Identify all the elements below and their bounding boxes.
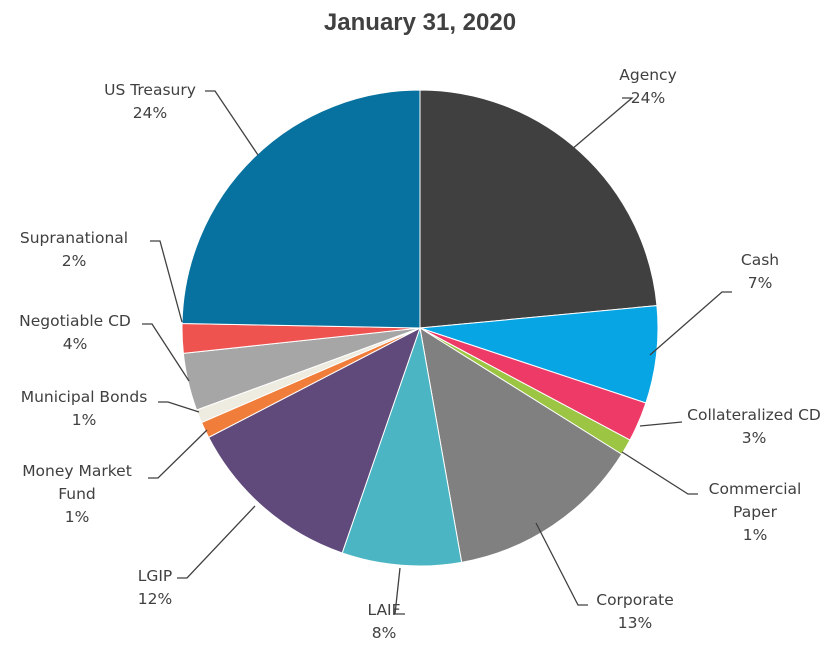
label-cash: Cash 7% bbox=[741, 251, 779, 292]
label-municipal-bonds: Municipal Bonds 1% bbox=[21, 388, 148, 429]
leader-collateralized-cd bbox=[639, 421, 683, 427]
leader-negotiable-cd bbox=[142, 323, 190, 382]
label-laif: LAIF 8% bbox=[367, 601, 400, 642]
chart-title: January 31, 2020 bbox=[324, 9, 516, 36]
leader-money-market-fund bbox=[148, 429, 208, 479]
label-money-market-fund: Money Market Fund 1% bbox=[22, 462, 132, 526]
leader-agency bbox=[570, 97, 634, 151]
label-lgip: LGIP 12% bbox=[138, 567, 173, 608]
leader-commercial-paper bbox=[621, 451, 698, 495]
slice-agency bbox=[419, 89, 658, 329]
slice-corporate bbox=[419, 326, 623, 563]
label-supranational: Supranational 2% bbox=[20, 229, 128, 270]
leader-municipal-bonds bbox=[158, 401, 200, 413]
slice-laif bbox=[341, 326, 463, 567]
slice-us-treasury bbox=[181, 89, 421, 329]
label-collateralized-cd: Collateralized CD 3% bbox=[687, 406, 821, 447]
leader-lines bbox=[142, 90, 732, 615]
label-commercial-paper: Commercial Paper 1% bbox=[709, 480, 802, 544]
label-negotiable-cd: Negotiable CD 4% bbox=[19, 312, 131, 353]
slice-lgip bbox=[207, 326, 421, 554]
slice-labels: Agency 24% Cash 7% Collateralized CD 3% Commer… bbox=[19, 66, 821, 642]
label-us-treasury: US Treasury 24% bbox=[104, 81, 196, 122]
label-corporate: Corporate 13% bbox=[596, 591, 674, 632]
leader-laif bbox=[394, 567, 405, 615]
leader-supranational bbox=[150, 240, 183, 323]
leader-cash bbox=[649, 291, 732, 356]
label-agency: Agency 24% bbox=[619, 66, 677, 107]
leader-us-treasury bbox=[205, 90, 259, 156]
pie-slices bbox=[181, 89, 659, 567]
leader-corporate bbox=[535, 522, 588, 606]
leader-lgip bbox=[177, 505, 256, 579]
